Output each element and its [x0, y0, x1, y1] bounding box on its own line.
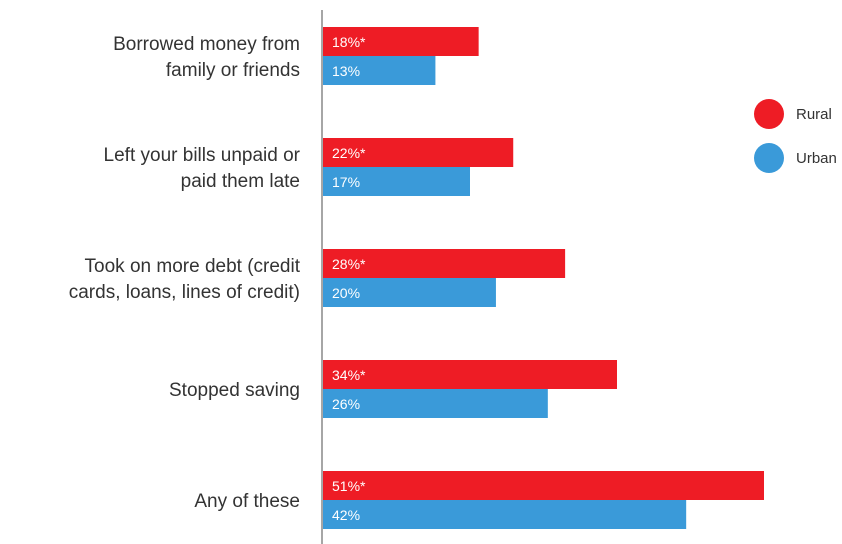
category-label: Any of these — [194, 491, 300, 512]
legend-swatch-rural — [754, 99, 784, 129]
bar-value-label: 18%* — [332, 34, 366, 50]
bar-urban — [323, 389, 548, 418]
bar-rural — [323, 360, 617, 389]
legend-label-rural: Rural — [796, 106, 832, 123]
bar-urban — [323, 500, 687, 529]
legend-label-urban: Urban — [796, 150, 837, 167]
bar-rural — [323, 27, 479, 56]
category-label: paid them late — [181, 171, 300, 192]
bar-value-label: 28%* — [332, 256, 366, 272]
bar-urban — [323, 167, 470, 196]
category-labels: Borrowed money from family or friends Left… — [69, 34, 301, 512]
bar-urban — [323, 56, 436, 85]
bar-urban — [323, 278, 496, 307]
bar-rural — [323, 249, 566, 278]
category-label: Borrowed money from — [113, 34, 300, 55]
bar-value-label: 42% — [332, 507, 360, 523]
category-label: Took on more debt (credit — [85, 256, 301, 277]
bar-value-label: 22%* — [332, 145, 366, 161]
category-label: Left your bills unpaid or — [104, 145, 301, 166]
bar-value-label: 26% — [332, 396, 360, 412]
legend: Rural Urban — [754, 99, 837, 173]
category-label: Stopped saving — [169, 380, 300, 401]
bar-value-label: 13% — [332, 63, 360, 79]
bar-value-label: 51%* — [332, 478, 366, 494]
bar-rural — [323, 471, 764, 500]
bar-value-label: 17% — [332, 174, 360, 190]
category-label: family or friends — [166, 60, 300, 81]
legend-swatch-urban — [754, 143, 784, 173]
bar-value-label: 34%* — [332, 367, 366, 383]
bar-rural — [323, 138, 514, 167]
bar-value-label: 20% — [332, 285, 360, 301]
category-label: cards, loans, lines of credit) — [69, 282, 300, 303]
bar-group: 18%* 13% 22%* 17% 28%* 20% 34%* 26% 51%* 42% — [323, 27, 764, 529]
